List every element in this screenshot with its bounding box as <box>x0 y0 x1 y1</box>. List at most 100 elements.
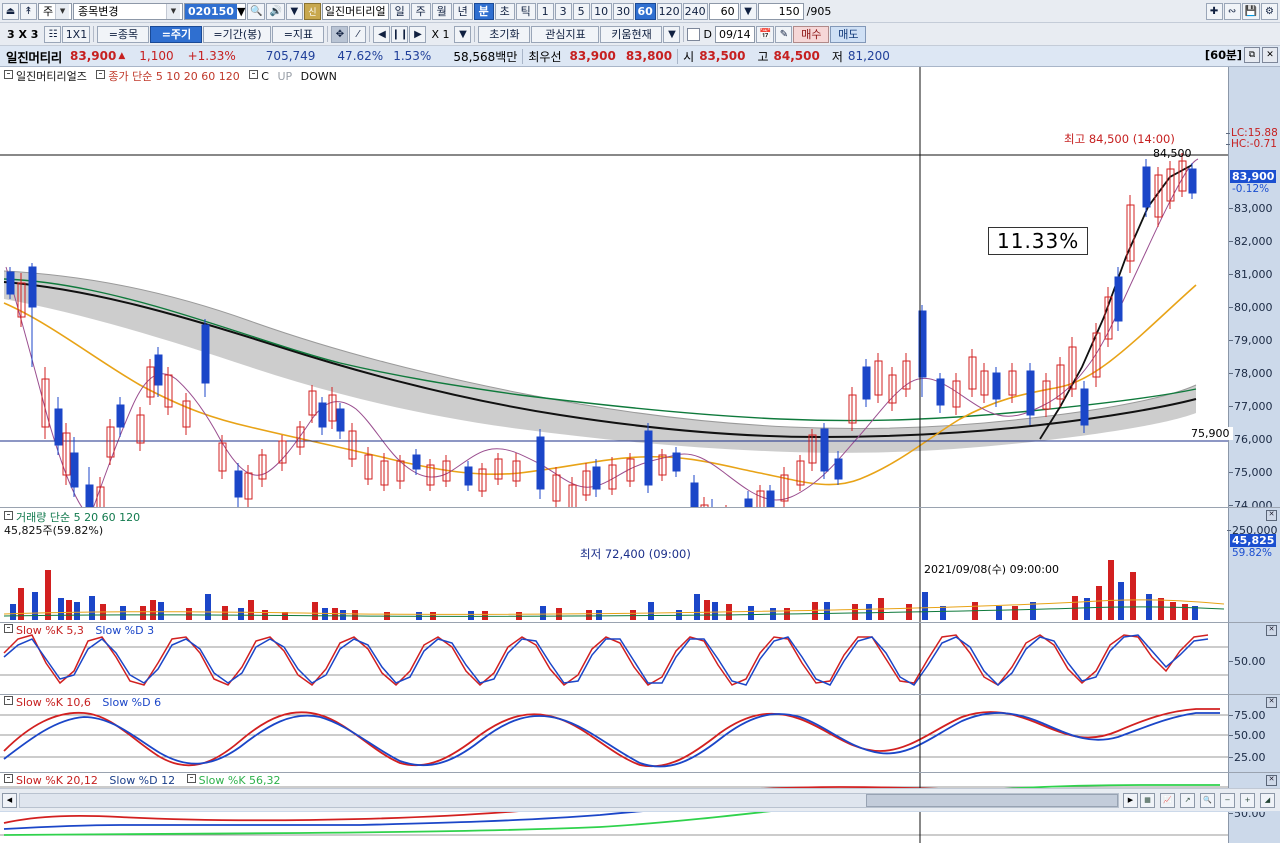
zoom-icon[interactable]: 🔍 <box>1200 792 1215 808</box>
chevron-down-icon[interactable]: ▼ <box>236 4 246 18</box>
quote-bar: 일진머티리 83,900 ▲ 1,100 +1.33% 705,749 47.6… <box>0 46 1280 67</box>
stoch2-y-tick: 75.00 <box>1229 709 1266 722</box>
action-combo[interactable]: 종목변경 ▼ <box>73 2 183 20</box>
unit-second-button[interactable]: 초 <box>494 2 515 20</box>
period-type-combo[interactable]: 주 ▼ <box>38 2 72 20</box>
minute-5-button[interactable]: 5 <box>572 2 590 20</box>
stochastic-panel-1[interactable]: Slow %K 5,3 Slow %D 3 ✕ 50.00 <box>0 622 1280 695</box>
save-icon[interactable]: 💾 <box>1241 2 1260 20</box>
y-tick: 77,000 <box>1229 400 1273 413</box>
grid-toggle-icon[interactable]: ▦ <box>1140 792 1155 808</box>
chevron-down-icon[interactable]: ▼ <box>739 2 757 20</box>
volume-panel[interactable]: 거래량 단순 5 20 60 120 45,825주(59.82%) <box>0 507 1280 623</box>
zoom-in-icon[interactable]: + <box>1240 792 1255 808</box>
sell-button[interactable]: 매도 <box>830 25 867 43</box>
zoom-out-icon[interactable]: − <box>1220 792 1235 808</box>
unit-minute-button[interactable]: 분 <box>473 2 494 20</box>
current-price-sub: -0.12% <box>1232 183 1270 195</box>
quote-price: 83,900 <box>70 49 117 63</box>
minute-1-button[interactable]: 1 <box>536 2 554 20</box>
crosshair-icon[interactable]: ✚ <box>1205 2 1223 20</box>
stoch2-y-axis[interactable]: ✕ 75.00 50.00 25.00 <box>1228 695 1280 773</box>
stoch1-y-axis[interactable]: ✕ 50.00 <box>1228 623 1280 695</box>
bars-total-label: /905 <box>806 4 832 18</box>
quote-change-pct: +1.33% <box>187 49 236 63</box>
close-icon[interactable]: ✕ <box>1262 47 1278 63</box>
window-icon[interactable]: ⏏ <box>2 2 19 20</box>
price-panel[interactable]: 일진머티리얼즈 종가 단순 5 10 20 60 120 C UP DOWN <box>0 67 1280 577</box>
close-icon[interactable]: ✕ <box>1266 510 1277 521</box>
broker-button[interactable]: 키움현재 <box>600 25 663 43</box>
resize-grip-icon[interactable]: ◢ <box>1260 792 1275 808</box>
chevron-down-icon[interactable]: ▼ <box>166 3 180 19</box>
quote-priority-label: 최우선 <box>528 49 562 64</box>
minute-3-button[interactable]: 3 <box>554 2 572 20</box>
unit-month-button[interactable]: 월 <box>431 2 452 20</box>
period-mode-button[interactable]: =기간(봉) <box>203 25 272 43</box>
grid-icon[interactable]: ☷ <box>44 25 62 43</box>
watch-indicator-button[interactable]: 관심지표 <box>531 25 600 43</box>
chevron-down-icon[interactable]: ▼ <box>285 2 303 20</box>
stoch2-legend: Slow %K 10,6 Slow %D 6 <box>4 696 161 709</box>
horizontal-scrollbar[interactable] <box>19 792 1119 808</box>
chevron-down-icon[interactable]: ▼ <box>663 25 681 43</box>
stoch2-y-tick: 50.00 <box>1229 729 1266 742</box>
move-icon[interactable]: ✥ <box>331 25 349 43</box>
indicator-mode-button[interactable]: =지표 <box>272 25 325 43</box>
minute-60-button[interactable]: 60 <box>634 2 656 20</box>
reset-button[interactable]: 초기화 <box>478 25 531 43</box>
calendar-icon[interactable]: 📅 <box>755 25 775 43</box>
day-checkbox[interactable] <box>687 27 701 41</box>
chart-type-icon[interactable]: 📈 <box>1160 792 1175 808</box>
stoch3-k2-label: Slow %K 56,32 <box>198 774 281 787</box>
search-icon[interactable]: 🔍 <box>247 2 266 20</box>
scroll-left-icon[interactable]: ◀ <box>2 792 17 808</box>
play-icon[interactable]: ▶ <box>409 25 427 43</box>
unit-week-button[interactable]: 주 <box>410 2 431 20</box>
restore-icon[interactable]: ⧉ <box>1244 47 1260 63</box>
volume-badge-sub: 59.82% <box>1232 547 1273 559</box>
gear-icon[interactable]: ⚙ <box>1261 2 1278 20</box>
pen-icon[interactable]: ✎ <box>775 25 793 43</box>
chevron-down-icon[interactable]: ▼ <box>55 3 69 19</box>
unit-year-button[interactable]: 년 <box>452 2 473 20</box>
unit-tick-button[interactable]: 틱 <box>515 2 536 20</box>
close-icon[interactable]: ✕ <box>1266 775 1277 786</box>
zoom-level-label: X 1 <box>431 27 450 41</box>
scrollbar-thumb[interactable] <box>866 793 1118 807</box>
minute-30-button[interactable]: 30 <box>612 2 634 20</box>
scroll-right-icon[interactable]: ▶ <box>1123 792 1138 808</box>
stoch2-y-tick: 25.00 <box>1229 751 1266 764</box>
stock-code-value: 020150 <box>185 3 237 19</box>
interval-input[interactable]: 60 <box>708 2 739 20</box>
minute-240-button[interactable]: 240 <box>682 2 708 20</box>
price-mode-button[interactable]: =주기 <box>150 25 203 43</box>
bars-shown-input[interactable]: 150 <box>757 2 804 20</box>
stock-mode-button[interactable]: =종목 <box>97 25 150 43</box>
price-y-axis[interactable]: LC:15.88 HC:-0.71 83,900 -0.12% 83,000 8… <box>1226 67 1280 512</box>
unit-day-button[interactable]: 일 <box>389 2 410 20</box>
volume-y-axis[interactable]: ✕ 250,000 45,825 59.82% <box>1227 508 1280 623</box>
price-legend-c: C <box>261 70 269 83</box>
percent-icon[interactable]: ⁄ <box>349 25 367 43</box>
stochastic-panel-2[interactable]: Slow %K 10,6 Slow %D 6 ✕ 75.00 50.00 25.… <box>0 694 1280 773</box>
trendline-icon[interactable]: ↗ <box>1180 792 1195 808</box>
stock-code-input[interactable]: 020150 ▼ <box>184 2 246 20</box>
stock-name-field[interactable]: 일진머티리얼 <box>321 2 389 20</box>
y-tick: 79,000 <box>1229 334 1273 347</box>
size-1x1-button[interactable]: 1X1 <box>62 25 91 43</box>
minute-10-button[interactable]: 10 <box>590 2 612 20</box>
close-icon[interactable]: ✕ <box>1266 625 1277 636</box>
close-icon[interactable]: ✕ <box>1266 697 1277 708</box>
date-input[interactable]: 09/14 <box>714 25 755 43</box>
prev-icon[interactable]: ◀ <box>373 25 391 43</box>
chart-canvas[interactable]: 일진머티리얼즈 종가 단순 5 10 20 60 120 C UP DOWN <box>0 67 1280 843</box>
pause-icon[interactable]: ❙❙ <box>391 25 409 43</box>
minute-120-button[interactable]: 120 <box>656 2 682 20</box>
anchor-icon[interactable]: ↟ <box>20 2 37 20</box>
wave-icon[interactable]: ∾ <box>1223 2 1241 20</box>
sound-icon[interactable]: 🔊 <box>266 2 285 20</box>
buy-button[interactable]: 매수 <box>793 25 830 43</box>
chevron-down-icon[interactable]: ▼ <box>454 25 472 43</box>
stoch1-plot <box>0 623 1228 695</box>
